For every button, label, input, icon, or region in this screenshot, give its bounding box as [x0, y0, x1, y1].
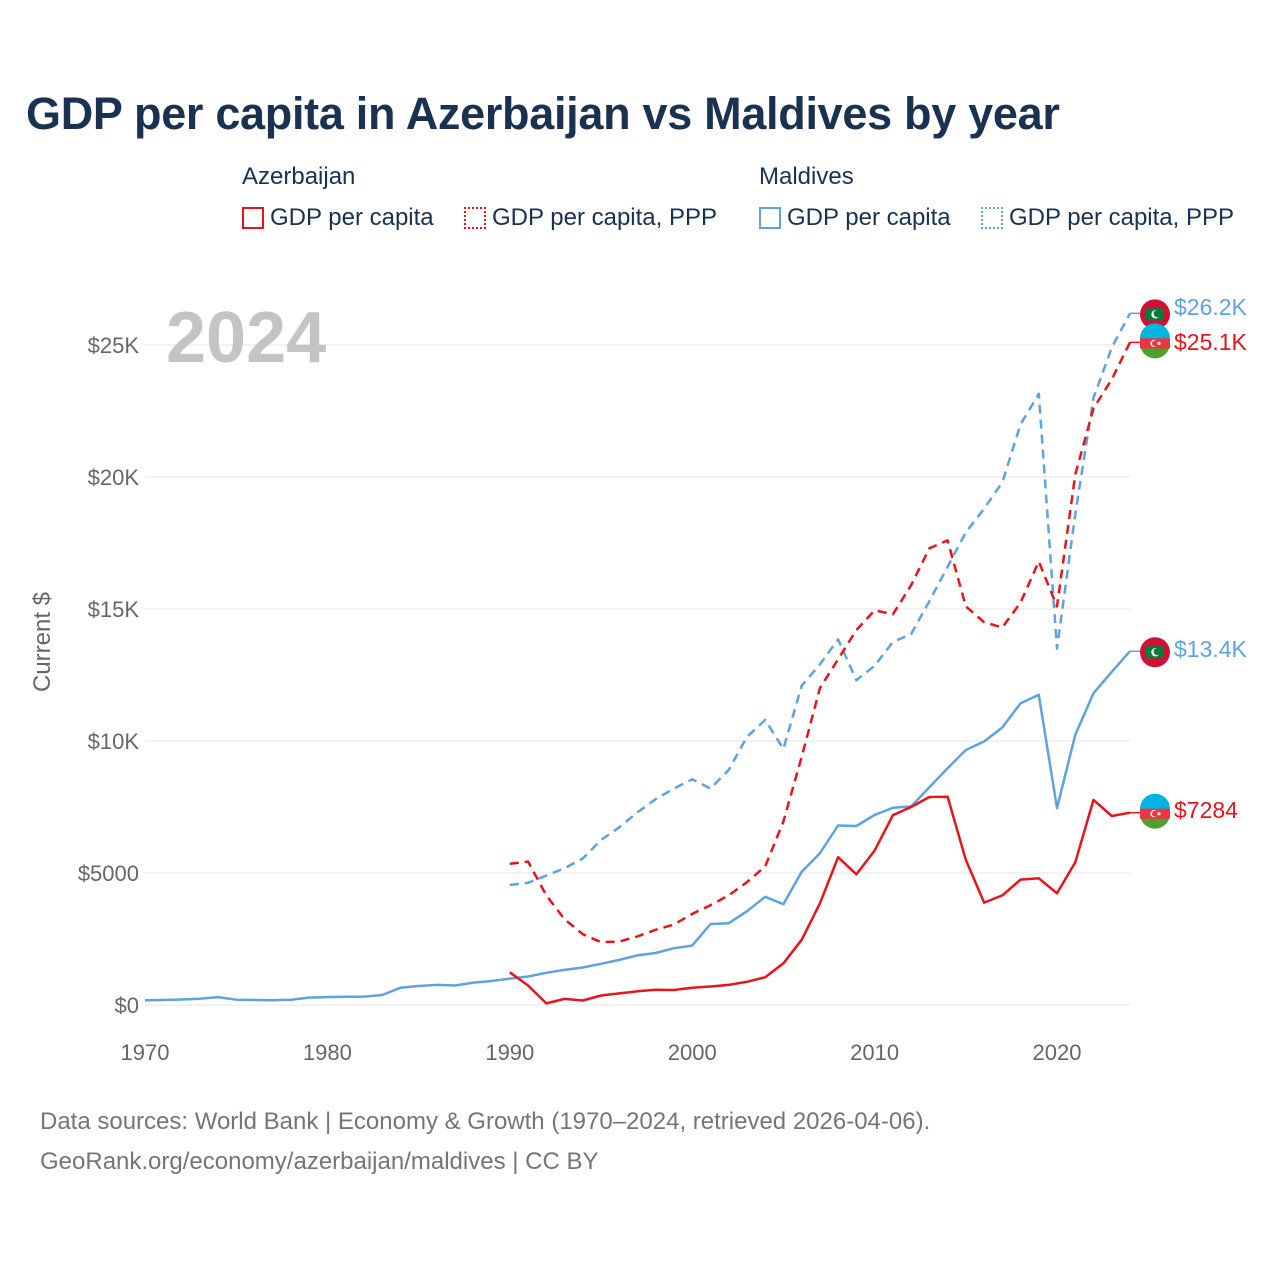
end-label-azerbaijan-ppp: $25.1K: [1174, 329, 1248, 355]
y-tick-label: $25K: [88, 333, 140, 358]
flag-crescent-cut: [1153, 310, 1161, 318]
legend-label: GDP per capita, PPP: [492, 204, 717, 231]
flag-top-band: [1140, 793, 1170, 809]
legend-label: GDP per capita: [787, 204, 951, 231]
flag-star: [1157, 341, 1161, 345]
legend-country-azerbaijan: Azerbaijan: [242, 163, 356, 190]
legend-swatch-solid-red: [242, 207, 264, 229]
source-link[interactable]: GeoRank.org/economy/azerbaijan/maldives …: [40, 1148, 599, 1175]
flag-crescent-cut: [1152, 810, 1158, 817]
source-note: Data sources: World Bank | Economy & Gro…: [40, 1108, 931, 1135]
legend-swatch-solid-blue: [759, 207, 781, 229]
series-line-mv_gdp[interactable]: [144, 650, 1131, 1002]
legend-label: GDP per capita: [270, 204, 434, 231]
legend-item-maldives-gdp[interactable]: GDP per capita: [759, 204, 951, 232]
end-flags: [1140, 299, 1170, 829]
end-label-maldives-ppp: $26.2K: [1174, 294, 1248, 320]
series-line-mv_ppp[interactable]: [509, 312, 1132, 887]
year-overlay: 2024: [166, 298, 326, 378]
series-line-az_gdp[interactable]: [509, 795, 1131, 1005]
legend-item-azerbaijan-ppp[interactable]: GDP per capita, PPP: [464, 204, 717, 232]
legend-swatch-dotted-red: [464, 207, 486, 229]
y-axis-label: Current $: [29, 592, 56, 692]
maldives-flag-icon: [1140, 299, 1170, 330]
x-tick-label: 2010: [850, 1040, 899, 1065]
legend-swatch-dotted-blue: [981, 207, 1003, 229]
x-tick-label: 1990: [485, 1040, 534, 1065]
flag-top-band: [1140, 323, 1170, 339]
series-lines: [144, 312, 1140, 1005]
x-tick-label: 1980: [303, 1040, 352, 1065]
y-tick-label: $15K: [88, 597, 140, 622]
flag-crescent-cut: [1152, 340, 1158, 347]
flag-star: [1157, 812, 1161, 816]
end-labels: $26.2K $25.1K $13.4K $7284: [1174, 294, 1248, 823]
legend-country-maldives: Maldives: [759, 163, 854, 190]
y-tick-label: $10K: [88, 729, 140, 754]
series-line-az_ppp[interactable]: [509, 341, 1132, 944]
x-tick-label: 2020: [1033, 1040, 1082, 1065]
legend-item-maldives-ppp[interactable]: GDP per capita, PPP: [981, 204, 1234, 232]
y-tick-label: $20K: [88, 465, 140, 490]
y-tick-label: $5000: [78, 861, 139, 886]
azerbaijan-flag-icon: [1140, 323, 1170, 359]
x-tick-label: 2000: [668, 1040, 717, 1065]
y-tick-label: $0: [115, 993, 139, 1018]
flag-crescent-cut: [1153, 648, 1161, 656]
gridlines: [145, 344, 1130, 1006]
azerbaijan-flag-icon: [1140, 793, 1170, 829]
x-tick-label: 1970: [121, 1040, 170, 1065]
legend-item-azerbaijan-gdp[interactable]: GDP per capita: [242, 204, 434, 232]
end-label-azerbaijan-gdp: $7284: [1174, 797, 1238, 823]
y-axis-ticks: $0 $5000 $10K $15K $20K $25K: [78, 333, 140, 1018]
legend-label: GDP per capita, PPP: [1009, 204, 1234, 231]
maldives-flag-icon: [1140, 637, 1170, 668]
end-label-maldives-gdp: $13.4K: [1174, 636, 1248, 662]
x-axis-ticks: 1970 1980 1990 2000 2010 2020: [121, 1040, 1082, 1065]
chart-title: GDP per capita in Azerbaijan vs Maldives…: [26, 88, 1060, 139]
